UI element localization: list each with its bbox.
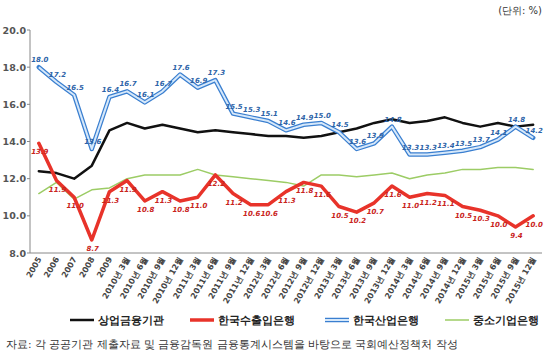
data-label: 13.4 xyxy=(437,142,454,150)
y-tick-label: 14.0 xyxy=(3,136,27,147)
line-series xyxy=(39,168,533,200)
data-label: 15.1 xyxy=(261,110,278,118)
line-series xyxy=(39,117,533,178)
legend-swatch xyxy=(325,318,349,323)
plot-area xyxy=(39,67,533,240)
data-label: 10.3 xyxy=(473,215,490,223)
data-label: 16.7 xyxy=(119,80,136,88)
data-label: 10.5 xyxy=(455,212,472,220)
data-label: 11.1 xyxy=(437,200,454,208)
data-label: 10.7 xyxy=(367,208,384,216)
line-series xyxy=(39,67,533,154)
x-axis xyxy=(30,253,542,254)
data-label: 13.9 xyxy=(367,132,384,140)
data-label: 14.6 xyxy=(278,119,295,127)
data-label: 9.4 xyxy=(510,232,523,240)
x-tick-label: 2005 xyxy=(25,255,44,279)
data-label: 11.9 xyxy=(119,186,136,194)
data-label: 11.3 xyxy=(155,197,172,205)
y-tick-label: 8.0 xyxy=(9,248,26,259)
data-label: 14.1 xyxy=(490,129,507,137)
legend-label: 한국산업은행 xyxy=(353,314,419,327)
data-label: 11.9 xyxy=(49,186,66,194)
data-label: 13.3 xyxy=(420,144,437,152)
data-label: 14.9 xyxy=(296,114,313,122)
legend-swatch xyxy=(445,319,469,321)
data-label: 13.6 xyxy=(84,138,101,146)
data-label: 8.7 xyxy=(87,245,100,253)
data-label: 13.3 xyxy=(402,144,419,152)
legend-swatch xyxy=(190,318,214,322)
data-label: 16.9 xyxy=(190,77,207,85)
chart: (단위: %)8.010.012.014.016.018.020.0200520… xyxy=(0,0,550,357)
legend-swatch-highlight xyxy=(325,319,349,321)
legend-label: 중소기업은행 xyxy=(473,314,539,327)
data-label: 14.8 xyxy=(384,116,401,124)
data-label: 11.2 xyxy=(225,199,242,207)
data-label: 11.0 xyxy=(66,202,83,210)
data-label: 11.0 xyxy=(190,202,207,210)
x-tick-label: 2008 xyxy=(78,255,97,279)
data-label: 17.3 xyxy=(208,69,225,77)
data-label: 15.5 xyxy=(225,103,242,111)
legend-label: 상업금융기관 xyxy=(98,314,164,327)
y-tick-label: 16.0 xyxy=(3,99,27,110)
data-label: 15.0 xyxy=(314,112,331,120)
y-tick-label: 18.0 xyxy=(3,62,27,73)
data-label: 11.6 xyxy=(314,191,331,199)
data-label: 13.5 xyxy=(455,140,472,148)
x-tick-label: 2007 xyxy=(60,256,79,280)
y-tick-label: 20.0 xyxy=(3,25,27,36)
data-label: 10.0 xyxy=(526,221,543,229)
data-label: 11.0 xyxy=(402,202,419,210)
line-series xyxy=(39,143,533,240)
data-label: 10.8 xyxy=(137,206,154,214)
data-label: 15.3 xyxy=(243,106,260,114)
data-label: 18.0 xyxy=(31,56,48,64)
data-label: 10.2 xyxy=(349,217,366,225)
x-tick-label: 2006 xyxy=(42,255,61,279)
data-label: 16.1 xyxy=(137,91,154,99)
legend-label: 한국수출입은행 xyxy=(218,314,295,327)
data-label: 11.8 xyxy=(296,187,313,195)
legend-swatch xyxy=(70,319,94,322)
data-label: 17.2 xyxy=(49,71,66,79)
legend: 상업금융기관 한국수출입은행 한국산업은행 중소기업은행 xyxy=(70,314,539,327)
data-label: 13.7 xyxy=(473,136,490,144)
y-tick-label: 10.0 xyxy=(3,210,27,221)
data-label: 11.3 xyxy=(102,197,119,205)
data-label: 10.0 xyxy=(490,221,507,229)
data-label: 10.5 xyxy=(331,212,348,220)
data-label: 10.6 xyxy=(243,210,260,218)
line-highlight xyxy=(39,67,533,154)
x-tick-label: 2015년 12월 xyxy=(504,256,538,306)
data-label: 11.3 xyxy=(278,197,295,205)
source-note: 자료: 각 공공기관 제출자료 및 금융감독원 금융통계시스템을 바탕으로 국회… xyxy=(6,338,458,350)
unit-label: (단위: %) xyxy=(498,5,542,16)
data-label: 10.8 xyxy=(172,206,189,214)
data-label: 13.9 xyxy=(31,148,48,156)
data-label: 12.2 xyxy=(208,180,225,188)
data-label: 16.5 xyxy=(66,84,83,92)
data-label: 11.2 xyxy=(420,199,437,207)
data-label: 16.4 xyxy=(102,86,119,94)
y-tick-label: 12.0 xyxy=(3,173,27,184)
data-label: 10.6 xyxy=(261,210,278,218)
data-label: 14.5 xyxy=(331,121,348,129)
data-label: 14.8 xyxy=(508,116,525,124)
data-label: 13.6 xyxy=(349,138,366,146)
data-label: 14.2 xyxy=(526,127,543,135)
data-label: 11.6 xyxy=(384,191,401,199)
data-label: 17.6 xyxy=(172,64,189,72)
data-label: 16.7 xyxy=(155,80,172,88)
